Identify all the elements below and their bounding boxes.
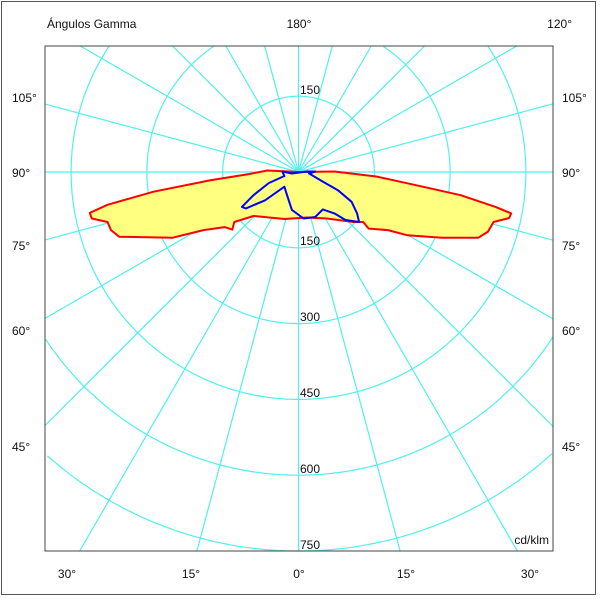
grid-ray-30 <box>297 171 518 552</box>
grid-ray-165 <box>297 45 333 173</box>
radial-tick-label: 750 <box>300 538 320 552</box>
top-label-120: 120° <box>547 17 572 31</box>
bottom-angle-label: 30° <box>521 567 539 581</box>
chart-title: Ángulos Gamma <box>47 16 137 31</box>
grid-ray-240 <box>79 45 299 173</box>
grid-ray-255 <box>44 103 299 173</box>
grid-ray-150 <box>297 45 372 173</box>
radial-tick-label: 450 <box>300 386 320 400</box>
right-angle-label: 90° <box>562 166 580 180</box>
grid-ray-195 <box>264 45 300 173</box>
grid-ray-135 <box>298 45 425 173</box>
left-angle-label: 90° <box>12 166 30 180</box>
bottom-angle-label: 15° <box>182 567 200 581</box>
curves <box>88 169 513 239</box>
radial-tick-label: 150 <box>300 234 320 248</box>
unit-label: cd/klm <box>514 533 549 547</box>
bottom-angle-label: 30° <box>58 567 76 581</box>
grid-circle-300 <box>146 45 451 325</box>
right-angle-label: 45° <box>562 440 580 454</box>
left-angle-label: 60° <box>12 324 30 338</box>
radial-tick-label: 300 <box>300 310 320 324</box>
left-angle-label: 75° <box>12 239 30 253</box>
grid-ray-345 <box>196 171 300 552</box>
grid-ray-120 <box>298 45 518 173</box>
radial-tick-label: 150 <box>300 83 320 97</box>
grid-ray-330 <box>79 171 300 552</box>
series-curve-C90-C270 <box>240 170 361 223</box>
bottom-angle-label: 0° <box>293 567 305 581</box>
grid-circle-450 <box>70 46 527 400</box>
left-angle-label: 45° <box>12 440 30 454</box>
right-angle-label: 75° <box>562 239 580 253</box>
grid-ray-210 <box>225 45 300 173</box>
grid-ray-105 <box>298 103 554 173</box>
right-angle-label: 105° <box>562 91 587 105</box>
top-label-180: 180° <box>287 17 312 31</box>
radial-tick-label: 600 <box>300 462 320 476</box>
polar-grid <box>44 45 554 552</box>
bottom-angle-label: 15° <box>397 567 415 581</box>
grid-ray-15 <box>297 171 401 552</box>
plot-border <box>44 45 554 552</box>
left-angle-label: 105° <box>12 91 37 105</box>
grid-ray-225 <box>172 45 299 173</box>
right-angle-label: 60° <box>562 324 580 338</box>
grid-circle-600 <box>45 336 554 476</box>
series-curve-C0-C180 <box>88 169 513 239</box>
